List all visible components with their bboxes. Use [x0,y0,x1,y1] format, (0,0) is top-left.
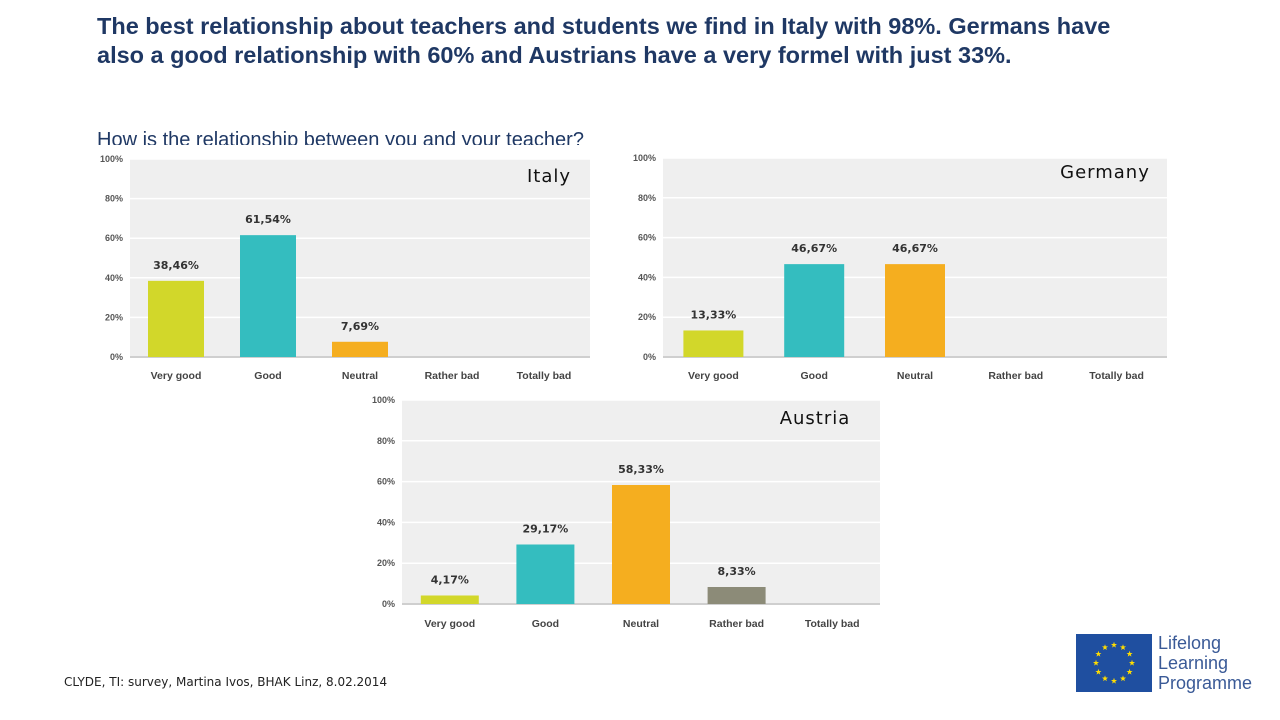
category-label-totally-bad: Totally bad [805,618,860,630]
category-label-neutral: Neutral [342,370,378,382]
data-label-very-good: 4,17% [431,573,469,586]
y-tick-label: 100% [633,153,656,163]
chart-austria: 0% 20% 40% 60% 80% 100% 4,17% Very good 29,17% Go… [362,392,882,637]
flag-star [1110,641,1118,648]
bar-neutral [885,264,945,357]
data-label-very-good: 13,33% [690,308,736,321]
flag-star [1119,675,1127,682]
y-tick-label: 80% [105,194,123,204]
category-label-very-good: Very good [151,370,202,382]
y-tick-label: 0% [110,352,123,362]
flag-star [1110,677,1118,684]
flag-star [1101,675,1109,682]
flag-star [1101,644,1109,650]
data-label-good: 46,67% [791,242,837,255]
bar-good [784,264,845,357]
chart-svg-austria: 0% 20% 40% 60% 80% 100% 4,17% Very good 29,17% Go… [372,395,880,630]
category-label-good: Good [532,618,559,630]
logo-text: Lifelong Learning Programme [1158,633,1252,693]
plot-background [130,159,590,357]
flag-star [1095,668,1102,675]
chart-svg-germany: 0% 20% 40% 60% 80% 100% 13,33% Very good 46,67% G… [633,153,1167,382]
headline: The best relationship about teachers and… [97,13,1111,68]
flag-star [1128,659,1136,666]
y-tick-label: 100% [372,395,395,405]
y-tick-label: 0% [643,352,656,362]
logo-line-3: Programme [1158,673,1253,693]
flag-star [1119,644,1127,650]
bar-good [516,544,575,604]
category-label-totally-bad: Totally bad [1089,370,1144,382]
bar-rather-bad [707,587,766,604]
data-label-very-good: 38,46% [153,259,199,272]
source-note: CLYDE, TI: survey, Martina Ivos, BHAK Li… [64,675,388,689]
logo-line-2: Learning [1158,653,1229,673]
category-label-neutral: Neutral [897,370,933,382]
category-label-rather-bad: Rather bad [709,618,764,630]
category-label-neutral: Neutral [623,618,659,630]
bar-neutral [612,485,670,604]
y-tick-label: 20% [638,312,656,322]
chart-country-label: Italy [527,166,571,187]
bar-good [240,235,296,357]
chart-svg-italy: 0% 20% 40% 60% 80% 100% 38,46% Very good 61,54% G… [100,154,590,382]
chart-country-label: Germany [1060,162,1150,183]
y-tick-label: 100% [100,154,123,164]
data-label-neutral: 58,33% [618,463,664,476]
y-tick-label: 60% [105,233,123,243]
chart-germany: 0% 20% 40% 60% 80% 100% 13,33% Very good 46,67% G… [630,150,1170,390]
bar-very-good [683,330,744,357]
flag-star [1126,668,1133,675]
category-label-totally-bad: Totally bad [517,370,572,382]
data-label-neutral: 46,67% [892,242,938,255]
y-tick-label: 80% [377,436,395,446]
bar-very-good [148,280,204,357]
flag-star [1092,659,1100,666]
eu-flag-icon [1076,634,1152,692]
y-tick-label: 60% [638,233,656,243]
y-tick-label: 40% [638,272,656,282]
question-clip: How is the relationship between you and … [97,127,797,145]
chart-italy: 0% 20% 40% 60% 80% 100% 38,46% Very good 61,54% G… [92,150,612,390]
lifelong-learning-logo: Lifelong Learning Programme [1076,633,1256,694]
y-tick-label: 40% [105,273,123,283]
bar-very-good [420,595,479,604]
category-label-rather-bad: Rather bad [988,370,1043,382]
chart-country-label: Austria [780,408,851,429]
data-label-good: 61,54% [245,213,291,226]
data-label-neutral: 7,69% [341,320,379,333]
category-label-very-good: Very good [688,370,739,382]
survey-question: How is the relationship between you and … [97,129,584,145]
logo-line-1: Lifelong [1158,633,1222,653]
category-label-very-good: Very good [424,618,475,630]
bar-neutral [332,341,388,357]
y-tick-label: 80% [638,193,656,203]
y-tick-label: 20% [105,312,123,322]
y-tick-label: 60% [377,477,395,487]
y-tick-label: 20% [377,558,395,568]
data-label-good: 29,17% [522,522,568,535]
flag-star [1095,650,1102,657]
category-label-good: Good [254,370,281,382]
flag-star [1126,650,1133,657]
category-label-rather-bad: Rather bad [425,370,480,382]
data-label-rather-bad: 8,33% [718,565,756,578]
category-label-good: Good [800,370,827,382]
y-tick-label: 0% [382,599,395,609]
y-tick-label: 40% [377,517,395,527]
